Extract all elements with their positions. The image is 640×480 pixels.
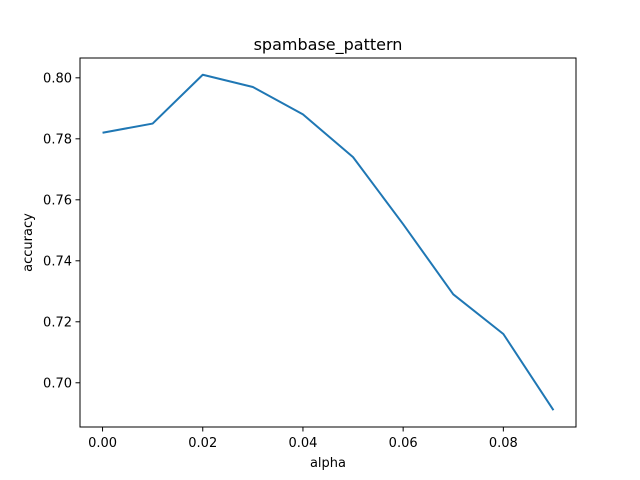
y-tick-label: 0.80 [43, 71, 72, 86]
x-tick-label: 0.06 [389, 436, 418, 451]
x-tick-label: 0.02 [188, 436, 217, 451]
x-tick-label: 0.08 [489, 436, 518, 451]
x-axis: 0.00 0.02 0.04 0.06 0.08 [88, 427, 518, 451]
chart-title: spambase_pattern [254, 35, 403, 55]
y-tick-label: 0.78 [43, 132, 72, 147]
x-tick-label: 0.04 [288, 436, 317, 451]
y-axis-label: accuracy [21, 213, 36, 272]
y-axis: 0.70 0.72 0.74 0.76 0.78 0.80 [43, 71, 80, 391]
y-tick-label: 0.70 [43, 376, 72, 391]
series-layer [102, 73, 555, 411]
axes-frame [79, 57, 577, 428]
plot-area [79, 57, 577, 428]
x-axis-label: alpha [310, 456, 346, 471]
y-tick-label: 0.76 [43, 193, 72, 208]
x-tick-label: 0.00 [88, 436, 117, 451]
series-line-0 [102, 73, 555, 411]
y-tick-label: 0.72 [43, 315, 72, 330]
y-tick-label: 0.74 [43, 254, 72, 269]
